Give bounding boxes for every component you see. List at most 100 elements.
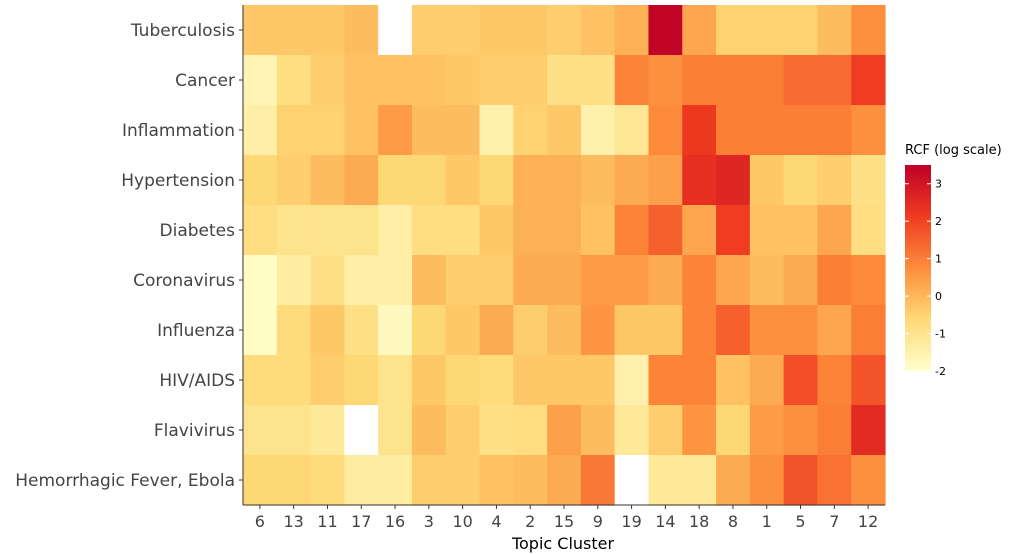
heatmap-cell xyxy=(513,205,548,256)
heatmap-cell xyxy=(851,455,886,506)
heatmap-cell xyxy=(682,405,717,456)
heatmap-cell xyxy=(411,155,447,206)
heatmap-cell xyxy=(344,5,379,56)
y-tick-label: Flavivirus xyxy=(154,421,235,441)
heatmap-cell xyxy=(344,305,379,356)
heatmap-cell xyxy=(817,305,852,356)
heatmap-cell xyxy=(580,155,616,206)
heatmap-cell xyxy=(378,205,413,256)
heatmap-cell xyxy=(817,355,852,406)
heatmap-cell xyxy=(445,355,481,406)
heatmap-cell xyxy=(851,355,886,406)
heatmap-cell xyxy=(580,205,616,256)
heatmap-cell xyxy=(243,5,278,56)
heatmap-cell xyxy=(479,355,514,406)
heatmap-cell xyxy=(310,5,345,56)
x-tick-label: 7 xyxy=(829,512,839,531)
heatmap-cell xyxy=(580,455,616,506)
heatmap-cell xyxy=(344,155,379,206)
heatmap-cell xyxy=(276,55,312,106)
heatmap-cell xyxy=(344,355,379,406)
heatmap-cell xyxy=(344,405,379,456)
heatmap-cell xyxy=(648,55,683,106)
heatmap-cell xyxy=(851,55,886,106)
heatmap-cell xyxy=(378,55,413,106)
heatmap-cell xyxy=(817,205,852,256)
heatmap-cell xyxy=(783,455,819,506)
heatmap-cell xyxy=(682,255,717,306)
heatmap-cell xyxy=(716,455,751,506)
heatmap-cell xyxy=(513,355,548,406)
heatmap-cell xyxy=(513,405,548,456)
x-tick-label: 2 xyxy=(525,512,535,531)
heatmap-cell xyxy=(749,255,785,306)
heatmap-cell xyxy=(411,405,447,456)
heatmap-cell xyxy=(648,455,683,506)
colorbar-tick-label: 3 xyxy=(935,178,942,191)
heatmap-cell xyxy=(310,305,345,356)
heatmap-cell xyxy=(310,205,345,256)
colorbar-title: RCF (log scale) xyxy=(905,143,1002,158)
y-tick-label: Hypertension xyxy=(121,171,235,191)
heatmap-cell xyxy=(276,5,312,56)
heatmap-cell xyxy=(851,255,886,306)
heatmap-cell xyxy=(614,55,650,106)
heatmap-cell xyxy=(648,5,683,56)
heatmap-cell xyxy=(716,155,751,206)
x-tick-label: 11 xyxy=(317,512,337,531)
heatmap-cell xyxy=(243,305,278,356)
heatmap-cell xyxy=(243,155,278,206)
heatmap-cell xyxy=(344,55,379,106)
heatmap-cell xyxy=(378,455,413,506)
heatmap-cell xyxy=(682,155,717,206)
heatmap-cell xyxy=(378,5,413,56)
heatmap-cell xyxy=(716,355,751,406)
x-tick-label: 19 xyxy=(621,512,641,531)
heatmap-cell xyxy=(783,405,819,456)
heatmap-cell xyxy=(749,405,785,456)
heatmap-cell xyxy=(276,205,312,256)
heatmap-cell xyxy=(411,355,447,406)
heatmap-cell xyxy=(243,55,278,106)
heatmap-cell xyxy=(479,405,514,456)
heatmap-cell xyxy=(547,155,582,206)
heatmap-cell xyxy=(749,105,785,156)
heatmap-cell xyxy=(243,355,278,406)
heatmap-cell xyxy=(851,105,886,156)
y-tick-label: Inflammation xyxy=(122,121,235,141)
heatmap-cell xyxy=(445,5,481,56)
heatmap-cell xyxy=(817,255,852,306)
heatmap-cell xyxy=(411,55,447,106)
heatmap-cell xyxy=(445,305,481,356)
x-tick-label: 16 xyxy=(385,512,405,531)
heatmap-cell xyxy=(716,255,751,306)
heatmap-cell xyxy=(547,355,582,406)
heatmap-cell xyxy=(783,105,819,156)
heatmap-cell xyxy=(851,405,886,456)
heatmap-cell xyxy=(378,405,413,456)
heatmap-cell xyxy=(547,55,582,106)
x-tick-label: 17 xyxy=(351,512,371,531)
heatmap-cell xyxy=(682,455,717,506)
heatmap-cell xyxy=(445,55,481,106)
x-tick-label: 18 xyxy=(689,512,709,531)
colorbar-tick-label: 0 xyxy=(935,290,942,303)
heatmap-cell xyxy=(378,255,413,306)
x-tick-label: 3 xyxy=(424,512,434,531)
heatmap-cell xyxy=(310,355,345,406)
heatmap-cell xyxy=(445,255,481,306)
heatmap-cell xyxy=(479,305,514,356)
heatmap-cell xyxy=(851,305,886,356)
heatmap-cell xyxy=(547,105,582,156)
y-tick-label: HIV/AIDS xyxy=(159,371,235,391)
heatmap-cell xyxy=(344,455,379,506)
heatmap-cell xyxy=(310,405,345,456)
heatmap-cell xyxy=(648,405,683,456)
heatmap-cell xyxy=(411,5,447,56)
heatmap-cell xyxy=(851,205,886,256)
heatmap-cell xyxy=(276,455,312,506)
heatmap-cell xyxy=(378,355,413,406)
heatmap-cell xyxy=(276,355,312,406)
heatmap-cell xyxy=(479,255,514,306)
